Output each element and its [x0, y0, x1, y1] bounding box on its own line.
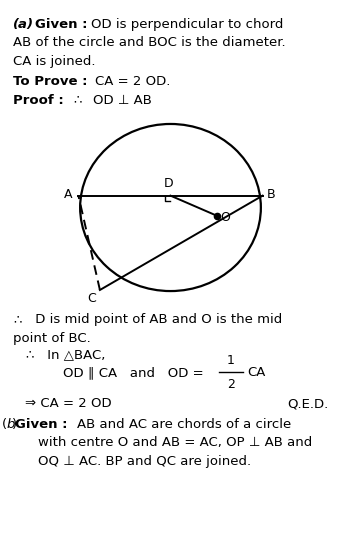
Text: A: A [63, 188, 72, 201]
Text: ): ) [12, 418, 17, 431]
Text: ⇒ CA = 2 OD: ⇒ CA = 2 OD [25, 397, 112, 410]
Text: ∴: ∴ [25, 348, 33, 361]
Text: Given :: Given : [15, 418, 68, 431]
Text: point of BC.: point of BC. [13, 331, 91, 344]
Text: OD ∥ CA   and   OD =: OD ∥ CA and OD = [63, 366, 204, 379]
Text: Given :: Given : [35, 18, 88, 31]
Text: D: D [164, 177, 173, 190]
Text: 2: 2 [227, 378, 235, 391]
Text: CA is joined.: CA is joined. [13, 55, 95, 68]
Text: ∴: ∴ [13, 313, 21, 326]
Text: Proof :: Proof : [13, 94, 64, 107]
Text: In △BAC,: In △BAC, [43, 348, 105, 361]
Text: OQ ⊥ AC. BP and QC are joined.: OQ ⊥ AC. BP and QC are joined. [38, 454, 251, 468]
Text: O: O [221, 211, 231, 224]
Text: D is mid point of AB and O is the mid: D is mid point of AB and O is the mid [31, 313, 282, 326]
Text: AB of the circle and BOC is the diameter.: AB of the circle and BOC is the diameter… [13, 37, 286, 50]
Text: with centre O and AB = AC, OP ⊥ AB and: with centre O and AB = AC, OP ⊥ AB and [38, 436, 312, 449]
Text: OD is perpendicular to chord: OD is perpendicular to chord [91, 18, 283, 31]
Text: B: B [267, 188, 275, 201]
Text: C: C [87, 292, 96, 306]
Text: 1: 1 [227, 354, 235, 367]
Text: ∴: ∴ [73, 94, 81, 107]
Text: Q.E.D.: Q.E.D. [287, 397, 328, 410]
Text: To Prove :: To Prove : [13, 75, 88, 88]
Text: (: ( [2, 418, 7, 431]
Text: b: b [7, 418, 15, 431]
Text: AB and AC are chords of a circle: AB and AC are chords of a circle [77, 418, 292, 431]
Text: CA: CA [247, 366, 265, 379]
Text: CA = 2 OD.: CA = 2 OD. [95, 75, 183, 88]
Text: (a): (a) [13, 18, 34, 31]
Text: OD ⊥ AB: OD ⊥ AB [93, 94, 152, 107]
